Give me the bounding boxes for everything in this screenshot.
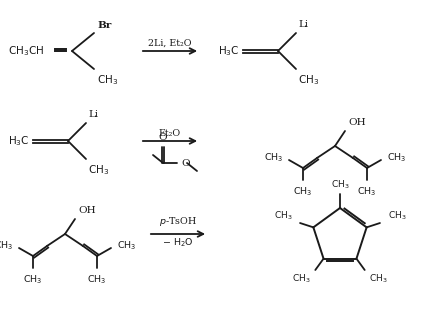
Text: $\mathrm{CH_3}$: $\mathrm{CH_3}$ xyxy=(97,73,118,87)
Text: $\mathrm{CH_3}$: $\mathrm{CH_3}$ xyxy=(331,179,349,191)
Text: Et₂O: Et₂O xyxy=(159,129,181,138)
Text: $\mathrm{CH_3}$: $\mathrm{CH_3}$ xyxy=(292,273,311,285)
Text: Li: Li xyxy=(88,110,98,119)
Text: Br: Br xyxy=(97,21,111,30)
Text: $\mathrm{CH_3}$: $\mathrm{CH_3}$ xyxy=(264,152,283,164)
Text: O: O xyxy=(159,133,167,142)
Text: $\mathrm{CH_3}$: $\mathrm{CH_3}$ xyxy=(117,240,136,252)
Text: $\mathrm{CH_3}$: $\mathrm{CH_3}$ xyxy=(274,210,292,222)
Text: $\mathrm{CH_3}$: $\mathrm{CH_3}$ xyxy=(369,273,388,285)
Text: $\mathit{p}$-TsOH: $\mathit{p}$-TsOH xyxy=(159,215,197,228)
Text: $\mathrm{CH_3CH}$: $\mathrm{CH_3CH}$ xyxy=(8,44,44,58)
Text: $-\ \mathrm{H_2O}$: $-\ \mathrm{H_2O}$ xyxy=(162,237,194,249)
Text: $\mathrm{CH_3}$: $\mathrm{CH_3}$ xyxy=(388,210,406,222)
Text: $\mathrm{CH_3}$: $\mathrm{CH_3}$ xyxy=(23,274,43,286)
Text: O: O xyxy=(181,159,190,167)
Text: $\mathrm{CH_3}$: $\mathrm{CH_3}$ xyxy=(87,274,107,286)
Text: $\mathrm{CH_3}$: $\mathrm{CH_3}$ xyxy=(293,186,313,198)
Text: OH: OH xyxy=(78,206,95,215)
Text: $\mathrm{CH_3}$: $\mathrm{CH_3}$ xyxy=(298,73,319,87)
Text: 2Li, Et₂O: 2Li, Et₂O xyxy=(148,39,192,48)
Text: $\mathrm{CH_3}$: $\mathrm{CH_3}$ xyxy=(0,240,13,252)
Text: $\mathrm{CH_3}$: $\mathrm{CH_3}$ xyxy=(387,152,406,164)
Text: $\mathrm{CH_3}$: $\mathrm{CH_3}$ xyxy=(357,186,377,198)
Text: Li: Li xyxy=(298,20,308,29)
Text: $\mathrm{H_3C}$: $\mathrm{H_3C}$ xyxy=(8,134,29,148)
Text: OH: OH xyxy=(348,118,366,127)
Text: $\mathrm{CH_3}$: $\mathrm{CH_3}$ xyxy=(88,163,109,177)
Text: $\mathrm{H_3C}$: $\mathrm{H_3C}$ xyxy=(218,44,239,58)
